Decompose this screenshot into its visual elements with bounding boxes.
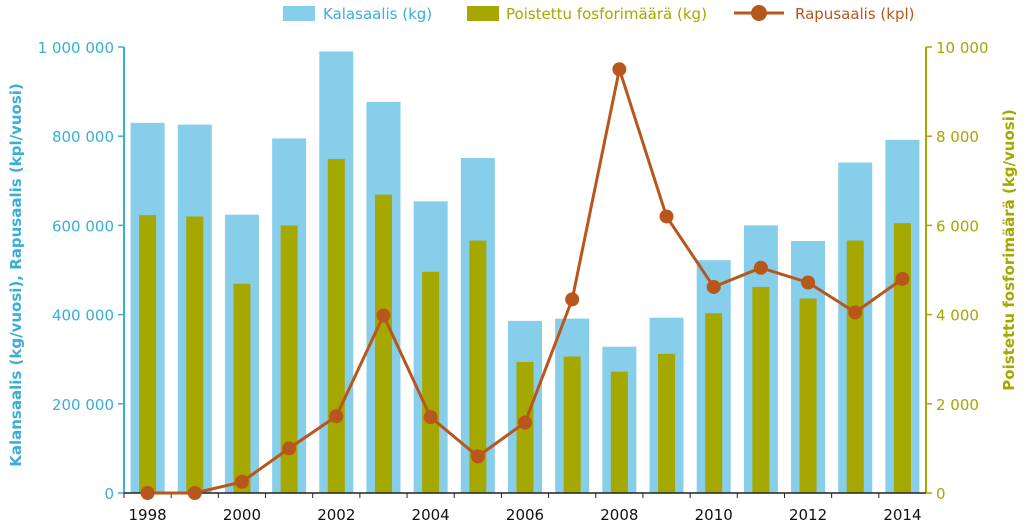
crayfish-point-2005	[470, 449, 485, 464]
crayfish-point-2013	[848, 305, 863, 320]
y-right-tick-label-4: 8 000	[936, 128, 979, 146]
legend-label-phosphorus: Poistettu fosforimäärä (kg)	[506, 5, 707, 23]
bar-phosphorus-2002	[327, 158, 345, 494]
bar-phosphorus-2000	[233, 283, 251, 493]
y-right-tick-label-1: 2 000	[936, 396, 979, 414]
y-left-tick-label-5: 1 000 000	[38, 39, 114, 57]
crayfish-point-2011	[753, 260, 768, 275]
crayfish-point-1998	[140, 486, 155, 500]
phosphorus-bars	[139, 158, 911, 494]
bar-phosphorus-2003	[374, 194, 392, 493]
x-tick-label-2014: 2014	[883, 506, 921, 524]
crayfish-point-2008	[612, 62, 627, 77]
y-left-tick-label-0: 0	[104, 485, 114, 503]
bar-phosphorus-2011	[752, 286, 770, 493]
crayfish-point-2014	[895, 271, 910, 286]
axes	[118, 46, 932, 498]
bar-phosphorus-2012	[799, 298, 817, 493]
y-left-tick-label-4: 800 000	[52, 128, 114, 146]
bar-phosphorus-2007	[563, 356, 581, 493]
crayfish-point-2010	[706, 279, 721, 294]
y-axis-right-title: Poistettu fosforimäärä (kg/vuosi)	[1000, 109, 1018, 390]
bar-phosphorus-2005	[469, 240, 487, 493]
y-left-tick-label-1: 200 000	[52, 396, 114, 414]
bar-phosphorus-2010	[705, 313, 723, 493]
y-right-tick-label-5: 10 000	[936, 39, 989, 57]
crayfish-point-2003	[376, 308, 391, 323]
crayfish-point-2006	[518, 415, 532, 430]
x-tick-label-2000: 2000	[223, 506, 261, 524]
y-left-tick-label-2: 400 000	[52, 307, 114, 325]
bar-phosphorus-2014	[893, 223, 911, 494]
y-right-tick-label-2: 4 000	[936, 307, 979, 325]
legend-label-fish: Kalasaalis (kg)	[323, 5, 432, 23]
bar-phosphorus-2009	[658, 353, 676, 493]
y-right-tick-label-0: 0	[936, 485, 946, 503]
y-axis-left-title: Kalansaalis (kg/vuosi), Rapusaalis (kpl/…	[7, 83, 25, 467]
y-left-tick-label-3: 600 000	[52, 217, 114, 235]
legend-marker-crayfish	[751, 5, 767, 21]
legend-swatch-phosphorus	[467, 6, 499, 21]
x-tick-label-2008: 2008	[600, 506, 638, 524]
bar-phosphorus-2013	[846, 240, 864, 493]
legend: Kalasaalis (kg) Poistettu fosforimäärä (…	[283, 5, 915, 23]
crayfish-point-2009	[659, 209, 674, 224]
bar-phosphorus-2004	[422, 271, 440, 493]
crayfish-point-2004	[423, 410, 438, 425]
x-tick-label-1998: 1998	[128, 506, 166, 524]
legend-swatch-fish	[283, 6, 315, 21]
bar-phosphorus-1999	[186, 216, 204, 494]
crayfish-point-2007	[565, 292, 580, 307]
crayfish-line	[140, 62, 910, 500]
x-tick-label-2012: 2012	[789, 506, 827, 524]
x-tick-label-2006: 2006	[506, 506, 544, 524]
x-tick-label-2004: 2004	[412, 506, 450, 524]
x-tick-label-2010: 2010	[695, 506, 733, 524]
bar-phosphorus-2001	[280, 225, 298, 493]
crayfish-point-2002	[329, 409, 344, 424]
crayfish-point-1999	[187, 486, 202, 500]
crayfish-point-2001	[282, 441, 297, 456]
bar-phosphorus-2008	[610, 371, 628, 493]
crayfish-point-2012	[801, 275, 816, 290]
x-tick-label-2002: 2002	[317, 506, 355, 524]
y-right-tick-label-3: 6 000	[936, 217, 979, 235]
crayfish-point-2000	[234, 474, 249, 489]
bar-phosphorus-1998	[139, 215, 157, 493]
legend-label-crayfish: Rapusaalis (kpl)	[795, 5, 915, 23]
